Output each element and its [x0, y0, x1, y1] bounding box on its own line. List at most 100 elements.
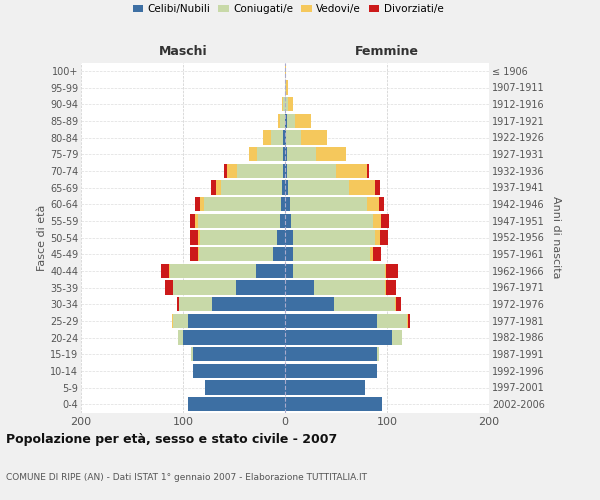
Bar [295, 114, 311, 128]
Bar [285, 230, 293, 244]
Bar [205, 197, 281, 211]
Bar [396, 297, 401, 311]
Text: Popolazione per età, sesso e stato civile - 2007: Popolazione per età, sesso e stato civil… [6, 432, 337, 446]
Bar [169, 264, 170, 278]
Bar [288, 180, 349, 194]
Bar [273, 247, 285, 261]
Bar [287, 114, 295, 128]
Bar [287, 164, 336, 178]
Bar [283, 97, 285, 112]
Legend: Celibi/Nubili, Coniugati/e, Vedovi/e, Divorziati/e: Celibi/Nubili, Coniugati/e, Vedovi/e, Di… [128, 0, 448, 18]
Bar [199, 247, 273, 261]
Bar [285, 80, 286, 94]
Bar [178, 330, 183, 344]
Bar [211, 180, 215, 194]
Bar [285, 214, 291, 228]
Text: Femmine: Femmine [355, 44, 419, 58]
Bar [285, 247, 293, 261]
Bar [375, 180, 380, 194]
Bar [385, 280, 386, 294]
Bar [200, 230, 277, 244]
Bar [285, 164, 287, 178]
Bar [285, 147, 287, 161]
Bar [224, 164, 227, 178]
Bar [282, 97, 283, 112]
Bar [336, 164, 367, 178]
Bar [250, 147, 257, 161]
Bar [314, 280, 385, 294]
Bar [285, 314, 377, 328]
Y-axis label: Fasce di età: Fasce di età [37, 204, 47, 270]
Bar [257, 147, 283, 161]
Bar [377, 347, 379, 361]
Bar [285, 280, 314, 294]
Bar [193, 347, 285, 361]
Bar [301, 130, 327, 144]
Bar [173, 280, 236, 294]
Bar [287, 147, 316, 161]
Bar [386, 264, 398, 278]
Text: COMUNE DI RIPE (AN) - Dati ISTAT 1° gennaio 2007 - Elaborazione TUTTITALIA.IT: COMUNE DI RIPE (AN) - Dati ISTAT 1° genn… [6, 473, 367, 482]
Bar [177, 297, 179, 311]
Bar [407, 314, 409, 328]
Bar [285, 364, 377, 378]
Bar [285, 264, 293, 278]
Bar [221, 180, 282, 194]
Bar [280, 214, 285, 228]
Bar [190, 214, 195, 228]
Bar [198, 214, 280, 228]
Bar [373, 247, 381, 261]
Bar [199, 230, 200, 244]
Bar [392, 330, 403, 344]
Bar [349, 180, 375, 194]
Bar [193, 364, 285, 378]
Bar [377, 314, 407, 328]
Bar [256, 264, 285, 278]
Bar [285, 130, 286, 144]
Bar [386, 280, 396, 294]
Bar [380, 230, 388, 244]
Bar [170, 264, 256, 278]
Bar [409, 314, 410, 328]
Bar [277, 230, 285, 244]
Bar [285, 330, 392, 344]
Bar [381, 214, 389, 228]
Bar [183, 330, 285, 344]
Bar [188, 397, 285, 411]
Bar [367, 197, 379, 211]
Bar [316, 147, 346, 161]
Bar [285, 347, 377, 361]
Bar [236, 280, 285, 294]
Bar [227, 164, 237, 178]
Bar [205, 380, 285, 394]
Bar [395, 297, 396, 311]
Bar [293, 230, 375, 244]
Bar [285, 180, 288, 194]
Bar [373, 214, 381, 228]
Bar [375, 230, 380, 244]
Bar [293, 247, 370, 261]
Bar [286, 130, 301, 144]
Bar [195, 214, 199, 228]
Bar [285, 64, 286, 78]
Bar [370, 247, 373, 261]
Bar [283, 130, 285, 144]
Y-axis label: Anni di nascita: Anni di nascita [551, 196, 562, 278]
Bar [290, 197, 367, 211]
Bar [288, 97, 293, 112]
Bar [188, 314, 285, 328]
Text: Maschi: Maschi [158, 44, 208, 58]
Bar [291, 214, 373, 228]
Bar [293, 264, 385, 278]
Bar [385, 264, 386, 278]
Bar [282, 180, 285, 194]
Bar [195, 197, 200, 211]
Bar [367, 164, 368, 178]
Bar [285, 197, 290, 211]
Bar [379, 197, 384, 211]
Bar [263, 130, 271, 144]
Bar [285, 380, 365, 394]
Bar [285, 97, 288, 112]
Bar [200, 197, 205, 211]
Bar [190, 247, 199, 261]
